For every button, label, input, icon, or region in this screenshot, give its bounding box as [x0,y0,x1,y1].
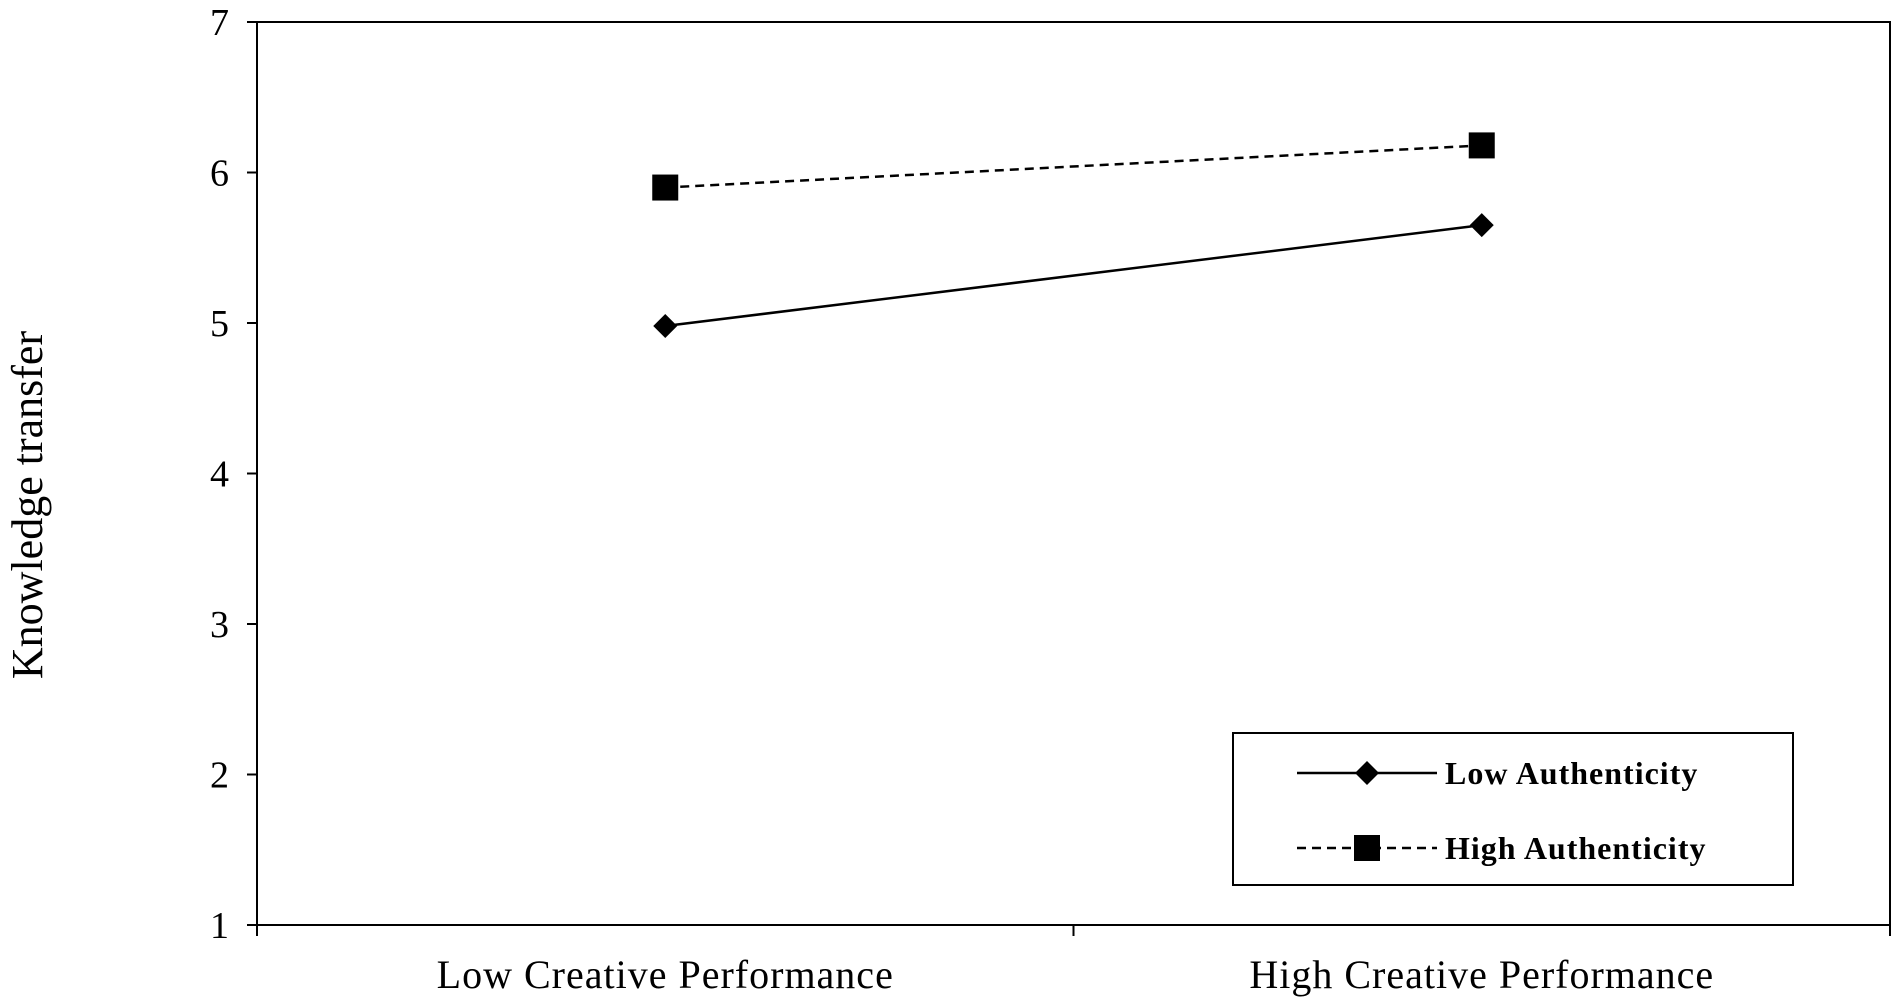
y-tick-label: 4 [210,454,229,496]
legend-swatch-marker [1355,761,1379,785]
series-high-authenticity [652,132,1495,201]
y-tick-label: 1 [210,905,229,947]
y-axis-title: Knowledge transfer [3,331,52,680]
legend-entry: High Authenticity [1297,830,1706,866]
y-tick-label: 5 [210,303,229,345]
legend-label: High Authenticity [1445,830,1706,866]
series-low-authenticity [653,213,1494,339]
y-axis: 1 2 3 4 5 6 7 [210,2,257,947]
data-point [1468,132,1495,159]
x-axis: Low Creative Performance High Creative Pe… [256,925,1891,997]
series-line [665,144,1482,189]
legend-box [1232,732,1794,886]
series-layer [652,132,1495,339]
y-tick-label: 6 [210,153,229,195]
legend: Low Authenticity High Authenticity [1232,732,1794,886]
x-category-label: High Creative Performance [1249,952,1714,997]
series-line [665,223,1482,328]
y-tick-label: 7 [210,2,229,44]
data-point [652,174,679,201]
data-point [1469,213,1494,238]
y-tick-label: 2 [210,755,229,797]
legend-label: Low Authenticity [1445,755,1698,791]
x-category-label: Low Creative Performance [437,952,894,997]
y-tick-label: 3 [210,604,229,646]
legend-entry: Low Authenticity [1297,755,1698,791]
legend-swatch-marker [1354,835,1380,861]
data-point [653,314,678,339]
